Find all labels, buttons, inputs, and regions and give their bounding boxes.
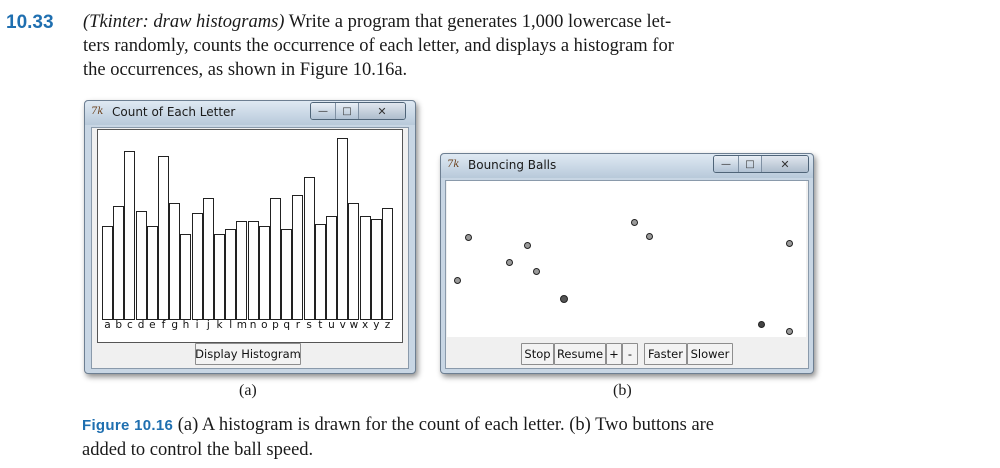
ball — [631, 219, 638, 226]
sublabel-b: (b) — [613, 382, 632, 399]
letter-label-c: c — [127, 319, 133, 331]
figure-caption: Figure 10.16 (a) A histogram is drawn fo… — [82, 413, 802, 462]
figure-label: Figure 10.16 — [82, 417, 174, 434]
histogram-bar-d — [135, 211, 147, 320]
exercise-line3: the occurrences, as shown in Figure 10.1… — [83, 60, 408, 80]
letter-label-w: w — [349, 319, 359, 331]
balls-titlebar[interactable]: 7k Bouncing Balls — □ ✕ — [441, 154, 813, 178]
exercise-line1: Write a program that generates 1,000 low… — [284, 12, 672, 32]
ball — [533, 268, 540, 275]
letter-label-p: p — [272, 319, 279, 331]
letter-label-l: l — [229, 319, 233, 331]
letter-label-h: h — [182, 319, 190, 331]
close-icon[interactable]: ✕ — [359, 103, 405, 119]
histogram-bar-g — [169, 203, 181, 320]
display-histogram-button[interactable]: Display Histogram — [195, 343, 301, 365]
histogram-bar-k — [214, 234, 225, 320]
letter-label-r: r — [295, 319, 301, 331]
histogram-bar-e — [146, 226, 158, 320]
letter-label-t: t — [318, 319, 323, 331]
exercise-number: 10.33 — [6, 12, 54, 33]
exercise-title: (Tkinter: draw histograms) — [83, 12, 285, 32]
minimize-icon[interactable]: — — [714, 156, 739, 172]
histogram-bar-m — [236, 221, 248, 320]
histogram-bar-p — [270, 198, 281, 320]
histogram-bar-t — [314, 224, 326, 320]
ball — [646, 233, 653, 240]
histogram-bar-l — [225, 229, 237, 320]
letter-label-k: k — [216, 319, 223, 331]
letter-label-g: g — [171, 319, 179, 331]
faster-button[interactable]: Faster — [644, 343, 687, 365]
histogram-bar-u — [326, 216, 337, 320]
histogram-bar-v — [337, 138, 349, 320]
histogram-bar-a — [102, 226, 113, 320]
bouncing-balls-window: 7k Bouncing Balls — □ ✕ Stop Resume + - … — [440, 153, 814, 374]
slower-button[interactable]: Slower — [687, 343, 733, 365]
letter-label-o: o — [261, 319, 268, 331]
maximize-icon[interactable]: □ — [336, 103, 359, 119]
letter-label-v: v — [339, 319, 346, 331]
histogram-bar-h — [180, 234, 192, 320]
exercise-line2: ters randomly, counts the occurrence of … — [83, 36, 674, 56]
ball — [786, 240, 793, 247]
letter-label-f: f — [161, 319, 166, 331]
minus-button[interactable]: - — [622, 343, 638, 365]
close-icon[interactable]: ✕ — [762, 156, 808, 172]
caption-line2: added to control the ball speed. — [82, 440, 314, 460]
letter-label-y: y — [373, 319, 380, 331]
histogram-bar-b — [113, 206, 125, 320]
caption-line1: (a) A histogram is drawn for the count o… — [173, 415, 715, 435]
balls-window-title: Bouncing Balls — [468, 158, 557, 172]
letter-label-z: z — [384, 319, 391, 331]
letter-label-u: u — [328, 319, 335, 331]
minimize-icon[interactable]: — — [311, 103, 336, 119]
tk-feather-icon: 7k — [91, 106, 104, 117]
letter-label-e: e — [149, 319, 156, 331]
ball — [454, 277, 461, 284]
ball — [758, 321, 765, 328]
balls-canvas — [447, 181, 806, 337]
ball — [560, 295, 568, 303]
histogram-bar-f — [158, 156, 169, 320]
letter-label-d: d — [137, 319, 145, 331]
letter-label-n: n — [249, 319, 257, 331]
letter-label-i: i — [195, 319, 199, 331]
letter-label-q: q — [283, 319, 291, 331]
maximize-icon[interactable]: □ — [739, 156, 762, 172]
sublabel-a: (a) — [239, 382, 257, 399]
letter-label-s: s — [306, 319, 312, 331]
histogram-bar-y — [370, 219, 382, 320]
resume-button[interactable]: Resume — [554, 343, 606, 365]
ball — [506, 259, 513, 266]
histogram-bar-i — [191, 213, 203, 320]
letter-label-b: b — [115, 319, 123, 331]
letter-label-a: a — [104, 319, 111, 331]
histogram-bar-z — [382, 208, 393, 320]
ball — [465, 234, 472, 241]
letter-label-j: j — [206, 319, 210, 331]
histogram-bar-n — [247, 221, 259, 320]
histogram-bar-j — [202, 198, 214, 320]
tk-feather-icon: 7k — [447, 159, 460, 170]
plus-button[interactable]: + — [606, 343, 622, 365]
ball — [786, 328, 793, 335]
stop-button[interactable]: Stop — [521, 343, 554, 365]
histogram-bar-w — [348, 203, 360, 320]
letter-label-x: x — [361, 319, 369, 331]
histogram-bar-o — [258, 226, 270, 320]
histogram-bar-c — [124, 151, 136, 320]
ball — [524, 242, 531, 249]
histogram-bar-r — [292, 195, 304, 320]
histogram-bar-s — [303, 177, 315, 320]
histogram-bar-x — [359, 216, 371, 320]
histogram-window-title: Count of Each Letter — [112, 105, 236, 119]
exercise-text: (Tkinter: draw histograms) Write a progr… — [83, 10, 743, 82]
letter-label-m: m — [236, 319, 247, 331]
histogram-bar-q — [281, 229, 293, 320]
histogram-titlebar[interactable]: 7k Count of Each Letter — □ ✕ — [85, 101, 415, 125]
